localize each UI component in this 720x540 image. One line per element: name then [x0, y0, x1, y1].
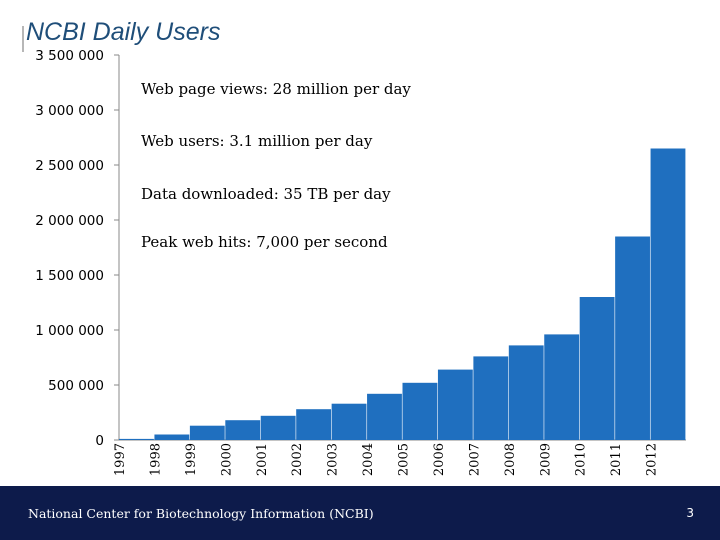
y-tick-label: 0 — [95, 433, 104, 449]
bar-2002 — [296, 409, 332, 440]
y-tick-label: 3 500 000 — [35, 48, 104, 64]
x-tick-label: 2001 — [255, 443, 270, 476]
page-number: 3 — [686, 506, 694, 520]
x-tick-label: 2008 — [503, 443, 518, 476]
y-tick-label: 500 000 — [48, 378, 104, 394]
x-tick-label: 1999 — [184, 443, 199, 476]
chart-bars — [119, 148, 686, 440]
x-tick-label: 2009 — [538, 443, 553, 476]
y-tick-label: 2 000 000 — [35, 213, 104, 229]
chart-title: NCBI Daily Users — [26, 18, 221, 46]
x-tick-label: 2003 — [326, 443, 341, 476]
footer-bar: National Center for Biotechnology Inform… — [0, 486, 720, 540]
x-tick-label: 2012 — [645, 443, 660, 476]
bar-2006 — [437, 369, 473, 440]
bar-2000 — [225, 420, 261, 440]
daily-users-chart: 3 500 000 3 000 000 2 500 000 2 000 000 1 50… — [35, 48, 686, 476]
bar-1997 — [119, 438, 154, 440]
bar-2007 — [473, 356, 509, 440]
x-tick-label: 2002 — [290, 443, 305, 476]
bar-1998 — [154, 434, 190, 440]
chart-annotation: Web users: 3.1 million per day — [141, 132, 373, 150]
bar-2011 — [615, 236, 650, 440]
y-axis-ticks: 3 500 000 3 000 000 2 500 000 2 000 000 1 50… — [35, 48, 119, 449]
y-tick-label: 1 000 000 — [35, 323, 104, 339]
x-axis-ticks: 1997 1998 1999 2000 2001 2002 2003 2004 2005 2006… — [113, 443, 660, 476]
bar-2004 — [367, 393, 402, 440]
bar-2001 — [260, 415, 296, 440]
chart-annotations: Web page views: 28 million per day Web us… — [141, 80, 411, 251]
bar-2009 — [544, 334, 580, 440]
y-tick-label: 1 500 000 — [35, 268, 104, 284]
footer-org-name: National Center for Biotechnology Inform… — [28, 506, 374, 521]
x-tick-label: 2000 — [219, 443, 234, 476]
chart-annotation: Peak web hits: 7,000 per second — [141, 233, 388, 251]
x-tick-label: 2010 — [574, 443, 589, 476]
bar-2008 — [508, 345, 544, 440]
bar-2010 — [579, 297, 615, 440]
chart-annotation: Web page views: 28 million per day — [141, 80, 411, 98]
title-accent-rule — [22, 26, 24, 52]
bar-2003 — [331, 403, 367, 440]
bar-2005 — [402, 382, 438, 440]
x-tick-label: 2006 — [432, 443, 447, 476]
bar-1999 — [189, 425, 225, 440]
x-tick-label: 2011 — [609, 443, 624, 476]
x-tick-label: 1998 — [148, 443, 163, 476]
x-tick-label: 2005 — [397, 443, 412, 476]
x-tick-label: 2007 — [467, 443, 482, 476]
y-tick-label: 3 000 000 — [35, 103, 104, 119]
x-tick-label: 1997 — [113, 443, 128, 476]
chart-annotation: Data downloaded: 35 TB per day — [141, 185, 391, 203]
x-tick-label: 2004 — [361, 443, 376, 476]
y-tick-label: 2 500 000 — [35, 158, 104, 174]
bar-2012 — [650, 148, 686, 440]
